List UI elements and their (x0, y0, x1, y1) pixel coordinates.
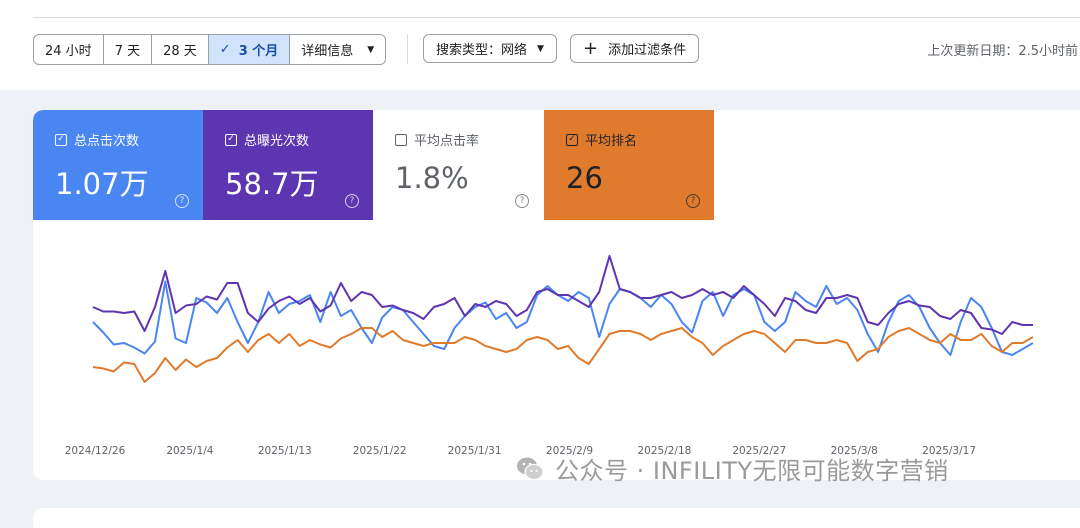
metric-label-row: ✓ 总点击次数 (55, 130, 203, 149)
help-icon[interactable]: ? (175, 194, 189, 208)
last-updated-text: 上次更新日期：2.5小时前 (927, 44, 1078, 59)
dropdown-caret-icon: ▼ (537, 43, 544, 54)
checkbox-checked-icon[interactable]: ✓ (55, 133, 67, 146)
checkmark-icon: ✓ (219, 42, 231, 57)
checkbox-checked-icon[interactable]: ✓ (566, 133, 578, 146)
search-type-dropdown[interactable]: 搜索类型：网络 ▼ (423, 34, 557, 63)
checkbox-unchecked-icon[interactable] (395, 133, 407, 146)
x-axis-labels: 2024/12/26 2025/1/4 2025/1/13 2025/1/22 2025… (65, 445, 976, 457)
x-tick-label: 2025/2/27 (732, 445, 786, 457)
series-line-2[interactable] (92, 327, 1034, 383)
metric-label-row: ✓ 平均排名 (566, 130, 714, 149)
range-3m-button[interactable]: ✓ 3 个月 (208, 35, 291, 64)
help-icon[interactable]: ? (515, 194, 529, 208)
watermark-text: 公众号 · INFILITY无限可能数字营销 (555, 457, 949, 485)
date-range-segmented-control: 24 小时 7 天 28 天 ✓ 3 个月 详细信息 ▼ (33, 34, 387, 65)
range-28d-button[interactable]: 28 天 (152, 35, 209, 64)
add-filter-label: 添加过滤条件 (608, 43, 687, 58)
metric-value: 1.07万 (55, 167, 149, 201)
wechat-logo-icon (517, 457, 544, 480)
help-icon[interactable]: ? (686, 194, 700, 208)
metric-tile-ctr[interactable]: 平均点击率 1.8% ? (373, 110, 543, 220)
x-tick-label: 2025/1/13 (258, 445, 312, 457)
metric-label-row: ✓ 总曝光次数 (225, 130, 373, 149)
series-line-0[interactable] (92, 280, 1034, 356)
metric-value: 58.7万 (225, 167, 319, 201)
add-filter-button[interactable]: + 添加过滤条件 (570, 34, 700, 63)
dropdown-caret-icon: ▼ (367, 44, 375, 55)
metric-label: 总点击次数 (74, 134, 140, 149)
watermark: 公众号 · INFILITY无限可能数字营销 (515, 451, 949, 486)
range-7d-button[interactable]: 7 天 (104, 35, 153, 64)
details-dropdown[interactable]: 详细信息 ▼ (290, 35, 385, 64)
x-tick-label: 2025/1/22 (353, 445, 407, 457)
plus-icon: + (583, 37, 599, 59)
top-band: 24 小时 7 天 28 天 ✓ 3 个月 详细信息 ▼ 搜索类型：网络 ▼ +… (0, 0, 1080, 90)
series-line-1[interactable] (92, 255, 1033, 335)
metric-tile-impressions[interactable]: ✓ 总曝光次数 58.7万 ? (203, 110, 373, 220)
metric-label: 平均排名 (585, 134, 638, 149)
x-tick-label: 2025/3/17 (922, 445, 976, 457)
series-layer (92, 255, 1034, 383)
metric-label: 平均点击率 (414, 134, 480, 149)
toolbar-separator (407, 34, 408, 64)
metric-value: 26 (566, 161, 603, 195)
metric-tile-position[interactable]: ✓ 平均排名 26 ? (544, 110, 714, 220)
metric-tile-clicks[interactable]: ✓ 总点击次数 1.07万 ? (33, 110, 203, 220)
performance-card: ✓ 总点击次数 1.07万 ? ✓ 总曝光次数 58.7万 ? 平均点击率 1.… (33, 110, 1080, 480)
range-3m-label: 3 个月 (238, 44, 279, 59)
top-divider (33, 17, 1080, 18)
x-tick-label: 2025/3/8 (831, 445, 878, 457)
x-tick-label: 2025/2/18 (637, 445, 691, 457)
help-icon[interactable]: ? (345, 194, 359, 208)
metric-label-row: 平均点击率 (395, 130, 543, 149)
x-tick-label: 2025/1/31 (448, 445, 502, 457)
x-tick-label: 2025/1/4 (166, 445, 213, 457)
details-label: 详细信息 (301, 44, 354, 59)
performance-line-chart[interactable]: 2024/12/26 2025/1/4 2025/1/13 2025/1/22 2025… (33, 220, 1080, 465)
range-24h-button[interactable]: 24 小时 (34, 35, 104, 64)
search-type-label: 搜索类型：网络 (436, 43, 528, 58)
x-tick-label: 2024/12/26 (65, 445, 126, 457)
metric-value: 1.8% (395, 161, 469, 195)
x-tick-label: 2025/2/9 (546, 445, 593, 457)
next-card (33, 508, 1080, 528)
metric-label: 总曝光次数 (244, 134, 310, 149)
checkbox-checked-icon[interactable]: ✓ (225, 133, 237, 146)
